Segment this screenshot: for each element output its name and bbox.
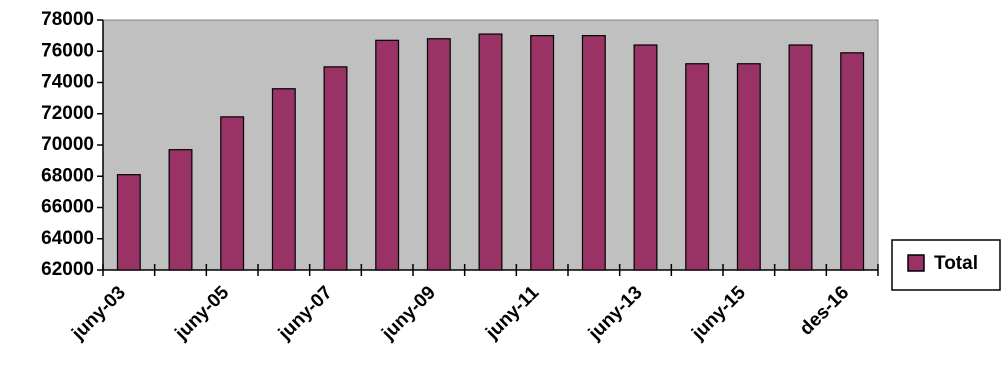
y-tick-label: 66000: [41, 197, 94, 218]
y-tick-label: 74000: [41, 72, 94, 93]
bar: [840, 52, 865, 271]
y-tick-label: 76000: [41, 40, 94, 61]
bar: [220, 116, 245, 271]
x-tick-label: des-16: [796, 282, 853, 339]
bar: [271, 88, 296, 271]
legend: Total: [891, 239, 1001, 291]
x-tick-label: juny-09: [377, 282, 440, 345]
x-tick-label: juny-05: [171, 282, 234, 345]
legend-swatch: [907, 254, 925, 272]
y-tick-label: 72000: [41, 103, 94, 124]
x-tick-label: juny-11: [481, 282, 543, 344]
bar: [581, 35, 606, 271]
bar: [168, 149, 193, 271]
y-tick-label: 64000: [41, 228, 94, 249]
bar: [478, 33, 503, 271]
bar: [323, 66, 348, 271]
bar: [633, 44, 658, 271]
bar: [788, 44, 813, 271]
bar: [426, 38, 451, 271]
bar: [116, 174, 141, 271]
x-tick-label: juny-03: [67, 282, 130, 345]
y-tick-label: 68000: [41, 165, 94, 186]
bar: [375, 39, 400, 271]
y-tick-label: 78000: [41, 9, 94, 30]
x-tick-label: juny-13: [584, 282, 647, 345]
bar: [530, 35, 555, 271]
x-tick-label: juny-07: [274, 282, 337, 345]
x-tick-label: juny-15: [687, 282, 750, 345]
y-tick-label: 70000: [41, 134, 94, 155]
bar: [685, 63, 710, 271]
legend-label: Total: [934, 253, 978, 274]
bar: [736, 63, 761, 271]
y-tick-label: 62000: [41, 259, 94, 280]
